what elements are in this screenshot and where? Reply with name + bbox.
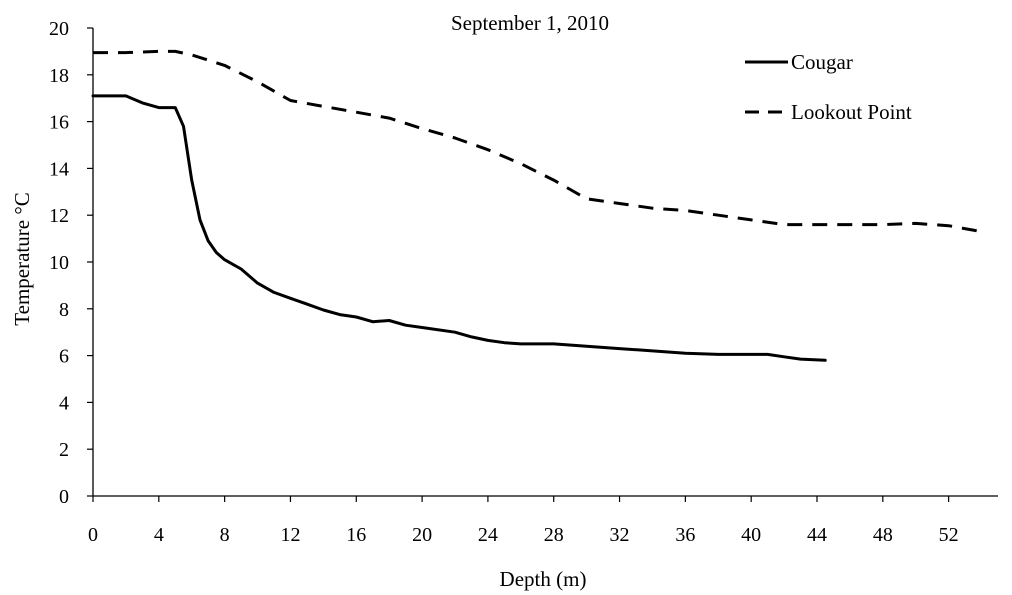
x-tick-label: 36 — [675, 524, 695, 546]
x-tick-label: 12 — [280, 524, 300, 546]
y-tick-label: 18 — [49, 65, 69, 87]
x-tick-label: 28 — [544, 524, 564, 546]
y-tick-label: 12 — [49, 205, 69, 227]
legend: Cougar Lookout Point — [745, 50, 912, 124]
x-tick-label: 24 — [478, 524, 498, 546]
x-tick-label: 0 — [88, 524, 98, 546]
y-tick-label: 6 — [59, 346, 69, 368]
x-tick-label: 4 — [154, 524, 164, 546]
y-tick-label: 0 — [59, 486, 69, 508]
legend-label: Lookout Point — [791, 100, 912, 124]
legend-label: Cougar — [791, 50, 853, 74]
x-tick-label: 32 — [610, 524, 630, 546]
y-tick-label: 10 — [49, 252, 69, 274]
x-tick-label: 44 — [807, 524, 827, 546]
y-tick-label: 20 — [49, 18, 69, 40]
y-tick-label: 2 — [59, 439, 69, 461]
y-axis-label: Temperature °C — [10, 192, 34, 325]
x-tick-label: 40 — [741, 524, 761, 546]
chart-title: September 1, 2010 — [451, 11, 609, 35]
series-line-cougar — [91, 94, 827, 362]
x-tick-label: 20 — [412, 524, 432, 546]
x-axis-label: Depth (m) — [500, 567, 587, 591]
y-tick-label: 8 — [59, 299, 69, 321]
y-tick-label: 4 — [59, 392, 69, 414]
x-axis-ticks: 0 4 8 12 16 20 24 28 32 36 40 44 48 52 — [88, 496, 959, 546]
data-series — [91, 49, 982, 362]
y-tick-label: 14 — [49, 158, 69, 180]
x-tick-label: 16 — [346, 524, 366, 546]
x-tick-label: 52 — [939, 524, 959, 546]
x-tick-label: 48 — [873, 524, 893, 546]
y-axis-ticks: 0 2 4 6 8 10 12 14 16 18 20 — [49, 18, 93, 508]
series-line-lookout-point — [93, 49, 982, 234]
x-tick-label: 8 — [220, 524, 230, 546]
y-tick-label: 16 — [49, 112, 69, 134]
